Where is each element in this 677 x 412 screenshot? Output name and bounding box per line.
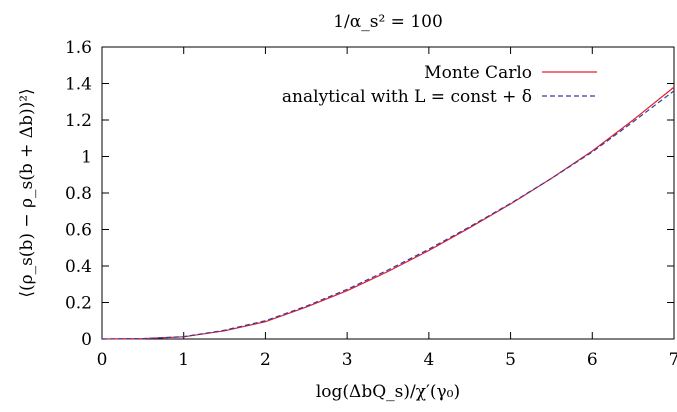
y-tick-label: 1.4 — [65, 75, 92, 95]
legend-label-1: analytical with L = const + δ — [282, 87, 532, 107]
series-line-1 — [101, 90, 675, 340]
x-tick-label: 7 — [669, 350, 677, 370]
y-tick-label: 0.2 — [65, 294, 92, 314]
x-tick-label: 6 — [587, 350, 598, 370]
legend: Monte Carlo analytical with L = const + δ — [282, 63, 597, 107]
x-tick-label: 2 — [260, 350, 271, 370]
chart-title: 1/α_s² = 100 — [333, 12, 443, 32]
y-tick-label: 1.6 — [65, 38, 92, 58]
y-tick-label: 0 — [81, 330, 92, 350]
series — [101, 86, 675, 340]
y-tick-label: 0.6 — [65, 221, 92, 241]
x-tick-label: 5 — [505, 350, 516, 370]
y-axis-title: ⟨(ρ_s(b) − ρ_s(b + Δb))²⟩ — [17, 88, 37, 297]
series-line-0 — [101, 86, 675, 340]
x-axis-title: log(ΔbQ_s)/χ′(γ₀) — [316, 382, 460, 402]
x-tick-label: 4 — [423, 350, 434, 370]
y-tick-label: 0.4 — [65, 257, 92, 277]
legend-label-0: Monte Carlo — [424, 63, 532, 83]
y-tick-label: 1 — [81, 148, 92, 168]
y-tick-label: 1.2 — [65, 111, 92, 131]
x-tick-label: 1 — [178, 350, 189, 370]
ticks: 0 1 2 3 4 5 6 7 0 0.2 0.4 0.6 0.8 1 1.2 1.4 1.6 — [65, 38, 677, 370]
x-tick-label: 3 — [342, 350, 353, 370]
y-tick-label: 0.8 — [65, 184, 92, 204]
x-tick-label: 0 — [97, 350, 108, 370]
